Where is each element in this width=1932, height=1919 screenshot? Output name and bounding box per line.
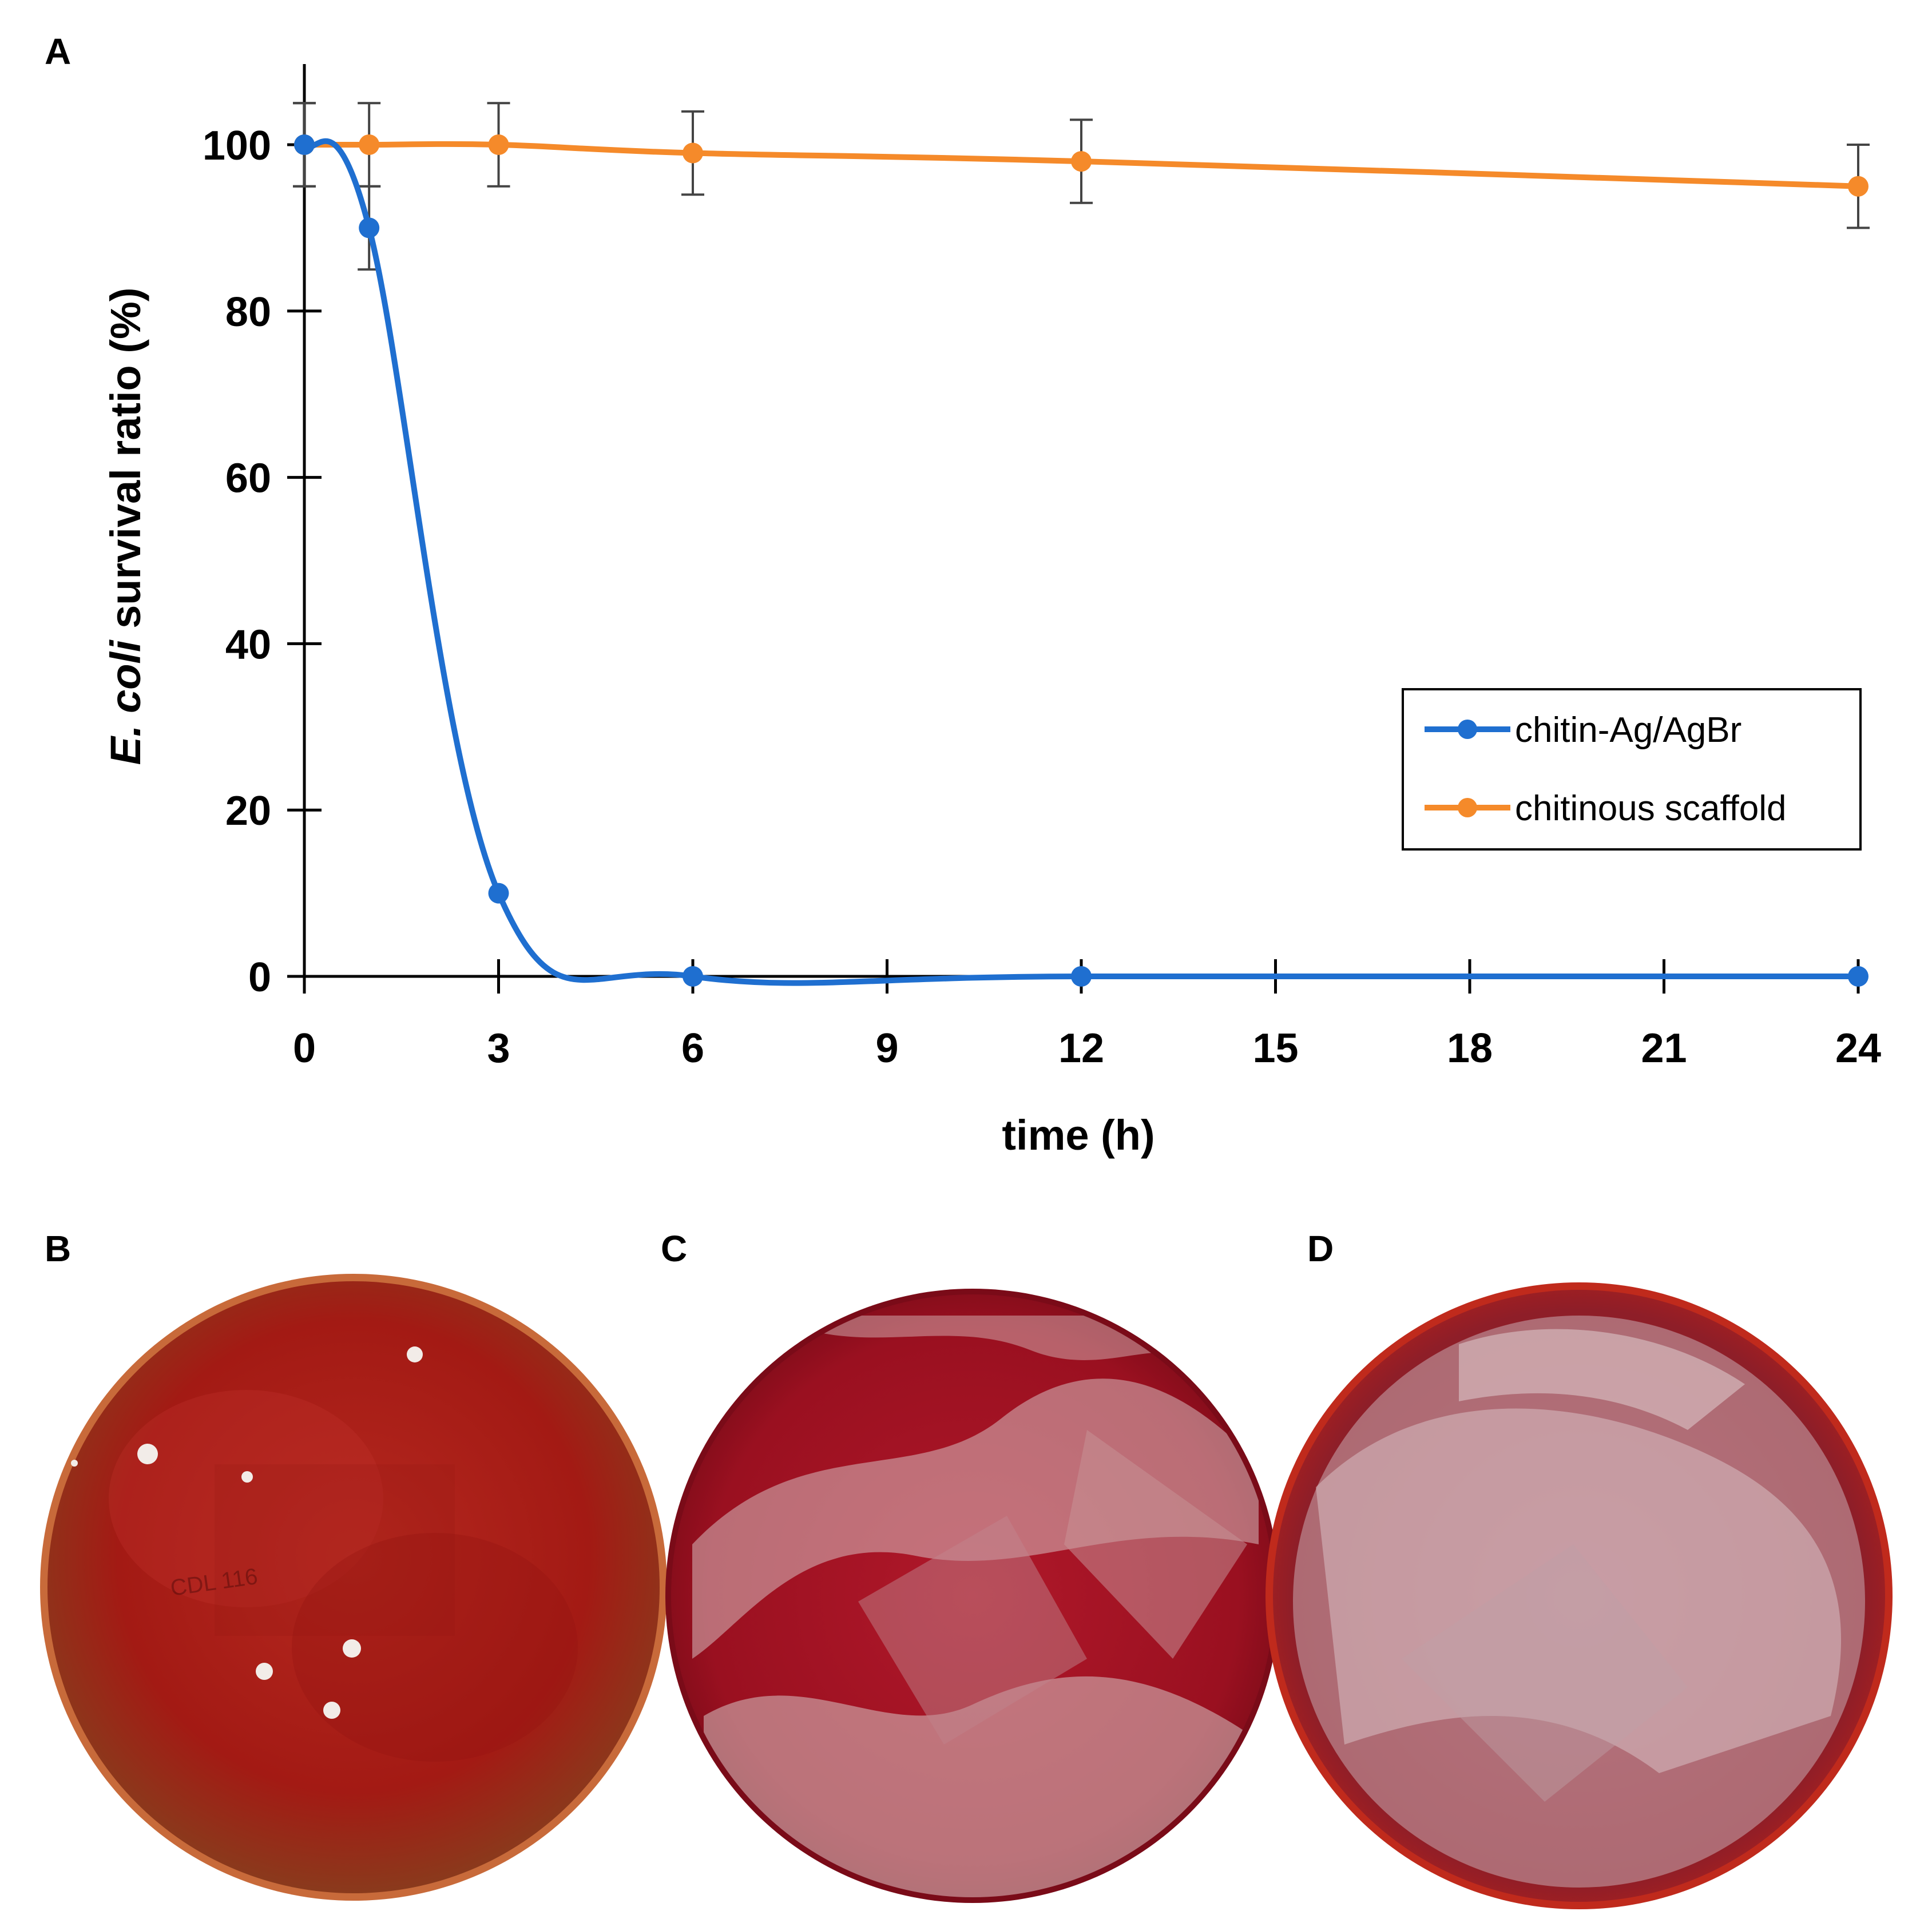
data-point-series-0: [359, 217, 380, 239]
data-point-series-1: [1071, 151, 1092, 172]
chart-legend: chitin-Ag/AgBr chitinous scaffold: [1402, 688, 1862, 851]
legend-marker-orange: [1458, 798, 1477, 817]
data-point-series-1: [359, 134, 380, 155]
y-axis-title-italic: E. coli: [102, 639, 149, 765]
panel-label-c: C: [661, 1228, 687, 1269]
y-axis-title-rest: survival ratio (%): [102, 288, 149, 641]
data-point-series-1: [488, 134, 509, 155]
x-tick-label: 0: [293, 1026, 316, 1071]
legend-marker-blue: [1458, 720, 1477, 739]
y-tick-label: 80: [225, 289, 271, 335]
series-line-0: [302, 138, 1858, 986]
x-axis-title: time (h): [1002, 1111, 1155, 1159]
petri-dish-dense-growth-icon: [665, 1289, 1280, 1903]
x-tick-label: 3: [487, 1026, 510, 1071]
legend-label-blue: chitin-Ag/AgBr: [1515, 710, 1741, 750]
survival-chart: 0 3 6 9 12 15 18 21 24 0 20 40 60 80 100 time (h) E. c…: [102, 64, 1881, 1159]
panel-label-b: B: [45, 1228, 71, 1269]
x-tick-label: 21: [1641, 1026, 1687, 1071]
data-point-series-0: [1848, 966, 1868, 987]
chart-series-lines: [302, 138, 1859, 986]
x-tick-label: 12: [1058, 1026, 1104, 1071]
petri-dish-lawn-growth-icon: [1265, 1282, 1893, 1909]
y-axis-title: E. coli survival ratio (%): [102, 288, 149, 765]
data-point-series-0: [683, 966, 703, 987]
data-point-series-0: [488, 883, 509, 904]
legend-label-orange: chitinous scaffold: [1515, 789, 1786, 828]
y-tick-label: 0: [248, 955, 271, 1000]
data-point-series-1: [683, 142, 703, 164]
data-point-series-1: [1848, 176, 1868, 197]
legend-box: [1402, 688, 1862, 851]
petri-dish-few-colonies-icon: CDL 116: [40, 1274, 667, 1901]
chart-error-bars: [293, 102, 1870, 271]
data-point-series-0: [294, 134, 315, 155]
chart-series-points: [294, 134, 1868, 987]
y-tick-label: 20: [225, 788, 271, 834]
y-tick-label: 40: [225, 622, 271, 668]
y-tick-label: 60: [225, 456, 271, 502]
series-line-1: [304, 141, 1859, 189]
x-tick-label: 18: [1447, 1026, 1493, 1071]
chart-tick-labels: 0 3 6 9 12 15 18 21 24 0 20 40 60 80 100: [203, 123, 1881, 1071]
x-tick-label: 15: [1252, 1026, 1298, 1071]
y-tick-label: 100: [203, 123, 271, 169]
data-point-series-0: [1071, 966, 1092, 987]
x-tick-label: 24: [1835, 1026, 1881, 1071]
x-tick-label: 6: [681, 1026, 704, 1071]
x-tick-label: 9: [875, 1026, 898, 1071]
panel-label-d: D: [1307, 1228, 1334, 1269]
panel-label-a: A: [45, 31, 71, 72]
